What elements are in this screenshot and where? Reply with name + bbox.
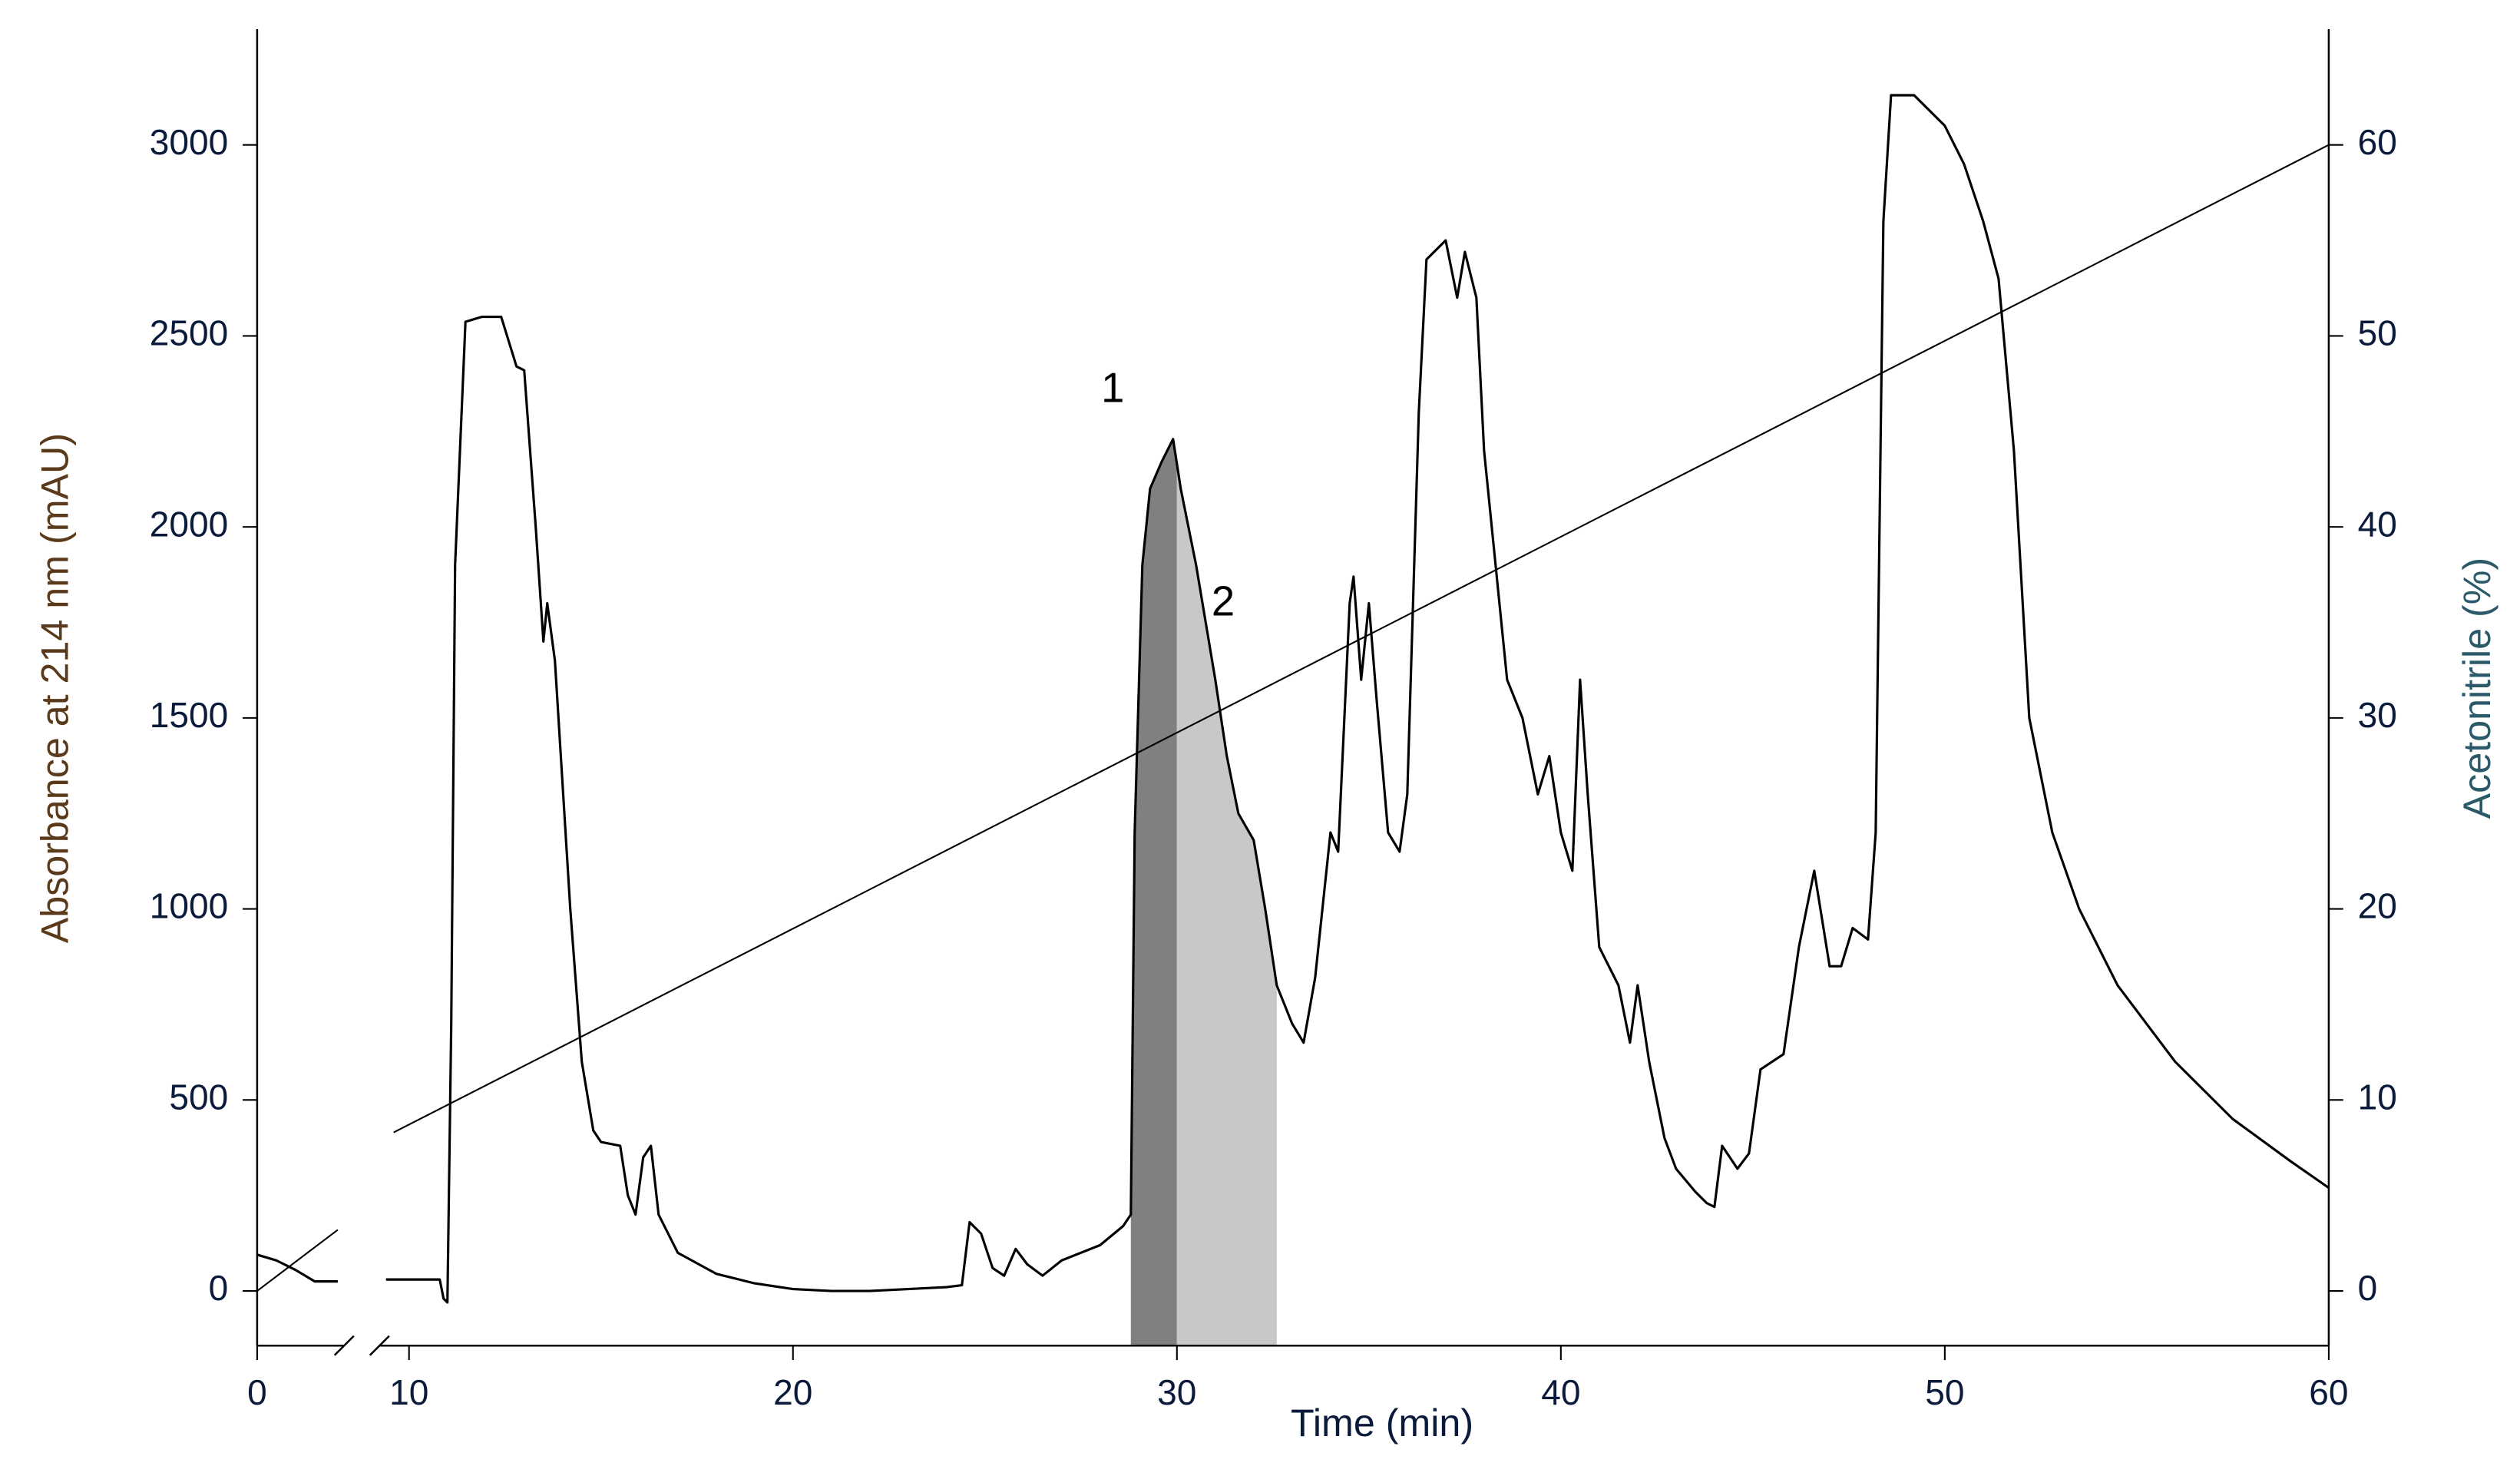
y-tick-label: 1000 xyxy=(150,886,228,926)
y-tick-label: 0 xyxy=(209,1268,229,1308)
x-tick-label: 20 xyxy=(773,1372,812,1412)
fraction-label: 1 xyxy=(1101,364,1124,411)
axis-break xyxy=(333,1335,355,1356)
x-tick-label: 50 xyxy=(1925,1372,1964,1412)
y-tick-label: 2500 xyxy=(150,313,228,353)
data-line xyxy=(256,94,2330,1304)
x-tick-label: 40 xyxy=(1541,1372,1580,1412)
x-tick-label: 60 xyxy=(2309,1372,2348,1412)
x-tick-label: 0 xyxy=(247,1372,267,1412)
axis-break xyxy=(369,1335,390,1356)
x-tick-label: 10 xyxy=(389,1372,428,1412)
fraction-area xyxy=(1176,464,1277,1346)
y-axis-title: Absorbance at 214 nm (mAU) xyxy=(34,433,77,943)
y2-tick-label: 40 xyxy=(2358,504,2397,544)
y2-tick-label: 30 xyxy=(2358,695,2397,735)
y2-tick-label: 60 xyxy=(2358,122,2397,162)
data-line xyxy=(256,144,2330,1292)
fraction-area xyxy=(1130,438,1177,1346)
y2-tick-label: 0 xyxy=(2358,1268,2378,1308)
x-axis-title: Time (min) xyxy=(1291,1402,1473,1445)
fraction-label: 2 xyxy=(1212,577,1235,624)
y-tick-label: 2000 xyxy=(150,504,228,544)
y-tick-label: 500 xyxy=(169,1077,228,1117)
y-tick-label: 1500 xyxy=(150,695,228,735)
x-tick-label: 30 xyxy=(1157,1372,1196,1412)
y2-tick-label: 50 xyxy=(2358,313,2397,353)
y2-tick-label: 20 xyxy=(2358,886,2397,926)
y2-tick-label: 10 xyxy=(2358,1077,2397,1117)
y-tick-label: 3000 xyxy=(150,122,228,162)
y2-axis-title: Acetonitrile (%) xyxy=(2456,558,2499,819)
